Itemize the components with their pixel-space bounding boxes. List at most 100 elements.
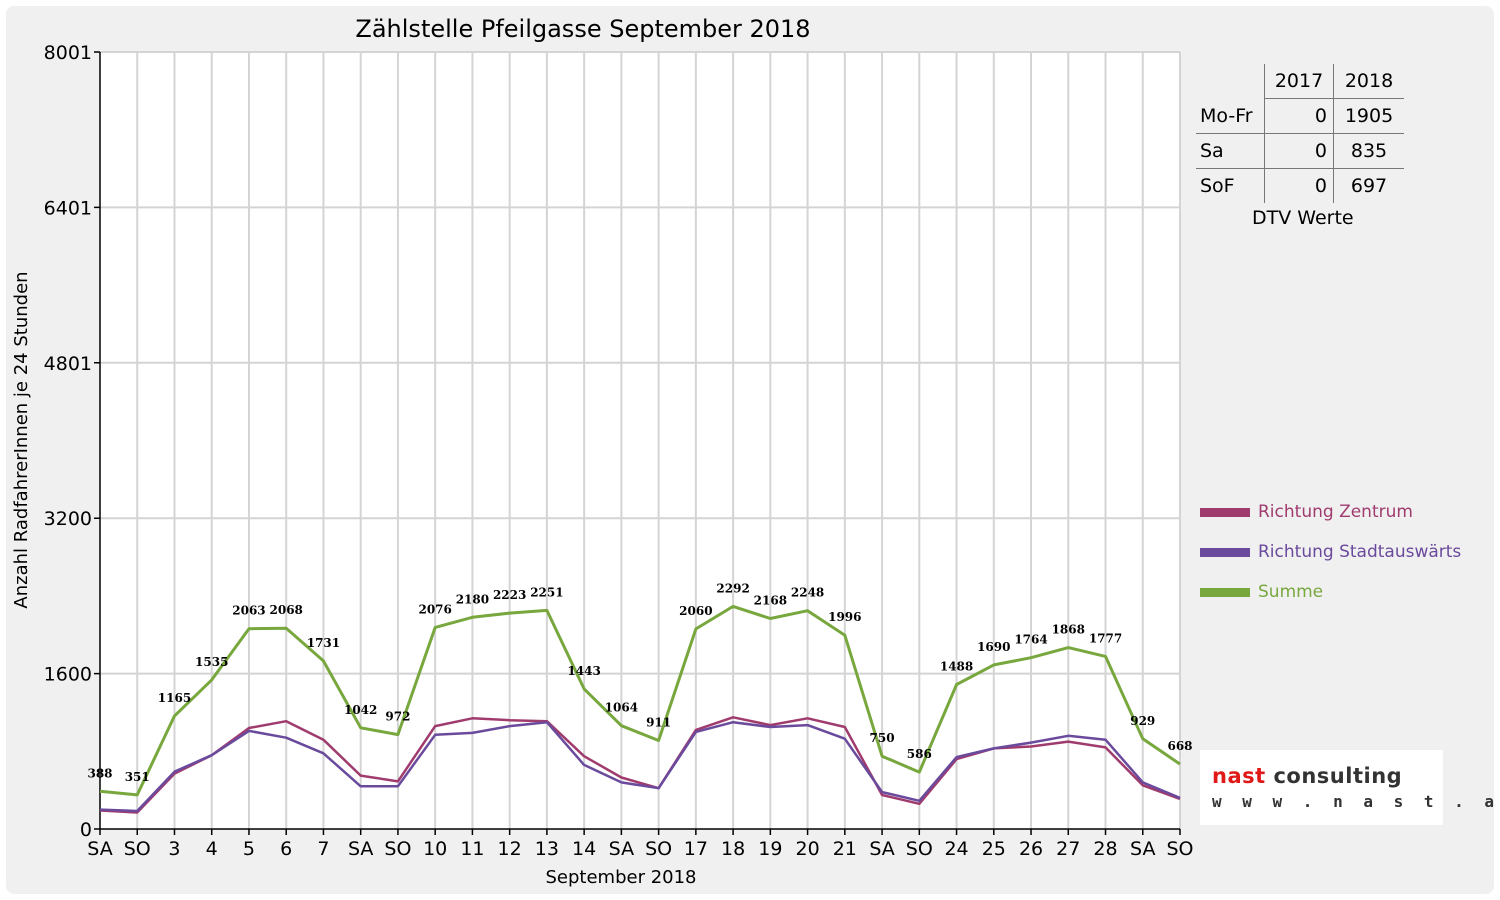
legend-label: Richtung Stadtauswärts bbox=[1258, 542, 1462, 562]
legend-swatch bbox=[1200, 547, 1250, 557]
y-tick-label: 1600 bbox=[44, 664, 92, 686]
data-label: 1042 bbox=[344, 703, 377, 717]
x-tick-label: 5 bbox=[243, 838, 255, 860]
data-label: 2251 bbox=[530, 585, 563, 599]
series-lines bbox=[99, 604, 1181, 814]
data-label: 1535 bbox=[195, 655, 228, 669]
data-label: 2068 bbox=[270, 603, 303, 617]
logo-word-nast: nast bbox=[1212, 764, 1266, 788]
x-tick-label: 4 bbox=[206, 838, 218, 860]
dtv-row-mofr: Mo-Fr 0 1905 bbox=[1196, 98, 1404, 134]
dtv-header-row: 2017 2018 bbox=[1196, 64, 1404, 99]
data-label: 2292 bbox=[716, 581, 749, 595]
data-label: 2223 bbox=[493, 588, 526, 602]
legend-label: Summe bbox=[1258, 582, 1324, 602]
x-tick-label: 10 bbox=[423, 838, 447, 860]
legend-swatch bbox=[1200, 507, 1250, 517]
series-line-richtung-stadtausw-rts bbox=[99, 720, 1181, 813]
dtv-row-label: SoF bbox=[1200, 175, 1235, 197]
legend-swatch bbox=[1200, 587, 1250, 597]
data-label: 929 bbox=[1130, 714, 1155, 728]
data-label: 1064 bbox=[605, 701, 638, 715]
x-tick-label: SO bbox=[645, 838, 672, 860]
data-label: 388 bbox=[87, 766, 112, 780]
data-label: 2076 bbox=[418, 602, 451, 616]
x-tick-label: 17 bbox=[684, 838, 708, 860]
logo-url: w w w . n a s t . a t bbox=[1212, 792, 1500, 811]
x-tick-label: 11 bbox=[460, 838, 484, 860]
data-label: 1868 bbox=[1052, 623, 1085, 637]
data-label: 1996 bbox=[828, 610, 861, 624]
x-tick-label: 21 bbox=[833, 838, 857, 860]
x-tick-label: 14 bbox=[572, 838, 596, 860]
data-label: 972 bbox=[385, 710, 410, 724]
x-tick-label: SO bbox=[124, 838, 151, 860]
data-label: 1731 bbox=[307, 636, 340, 650]
dtv-row-label: Mo-Fr bbox=[1196, 98, 1265, 134]
axes bbox=[94, 51, 1181, 835]
data-labels: 388 351 1165 1535 2063 2068 1731 1042 972 2076 218… bbox=[87, 581, 1192, 783]
x-tick-label: 26 bbox=[1019, 838, 1043, 860]
x-axis-label: September 2018 bbox=[545, 867, 696, 888]
data-label: 1488 bbox=[940, 659, 973, 673]
series-line-summe bbox=[99, 604, 1181, 797]
dtv-value-2018: 1905 bbox=[1333, 98, 1404, 134]
y-axis-label: Anzahl RadfahrerInnen je 24 Stunden bbox=[11, 271, 32, 608]
x-tick-label: 12 bbox=[498, 838, 522, 860]
dtv-header-2017: 2017 bbox=[1264, 64, 1334, 99]
x-tick-label: SA bbox=[869, 838, 894, 860]
dtv-row-sof: SoF 0 697 bbox=[1196, 168, 1404, 203]
data-label: 668 bbox=[1167, 739, 1192, 753]
x-tick-label: SO bbox=[906, 838, 933, 860]
data-label: 2060 bbox=[679, 604, 712, 618]
data-label: 1764 bbox=[1014, 633, 1047, 647]
data-label: 586 bbox=[907, 747, 932, 761]
data-label: 1165 bbox=[158, 691, 191, 705]
x-tick-label: 19 bbox=[758, 838, 782, 860]
data-label: 2248 bbox=[791, 586, 824, 600]
y-tick-label: 4801 bbox=[44, 353, 92, 375]
dtv-caption: DTV Werte bbox=[1252, 207, 1354, 229]
x-tick-label: 13 bbox=[535, 838, 559, 860]
plot-area bbox=[100, 52, 1180, 829]
x-tick-label: 20 bbox=[795, 838, 819, 860]
data-label: 1443 bbox=[567, 664, 600, 678]
x-tick-label: 25 bbox=[982, 838, 1006, 860]
x-tick-label: 24 bbox=[944, 838, 968, 860]
dtv-value-2018: 835 bbox=[1333, 133, 1404, 169]
x-tick-label: 18 bbox=[721, 838, 745, 860]
data-label: 911 bbox=[646, 716, 671, 730]
y-tick-labels: 0 1600 3200 4801 6401 8001 bbox=[44, 42, 92, 841]
data-label: 2180 bbox=[456, 592, 489, 606]
legend-label: Richtung Zentrum bbox=[1258, 502, 1413, 522]
x-tick-label: 3 bbox=[168, 838, 180, 860]
data-label: 750 bbox=[870, 731, 895, 745]
logo-wordmark: nast consulting bbox=[1212, 764, 1402, 788]
dtv-row-sa: Sa 0 835 bbox=[1196, 133, 1404, 169]
data-label: 2063 bbox=[232, 604, 265, 618]
data-label: 351 bbox=[125, 770, 150, 784]
dtv-table: 2017 2018 Mo-Fr 0 1905 Sa 0 835 SoF 0 69… bbox=[1196, 64, 1416, 203]
x-tick-label: SA bbox=[348, 838, 373, 860]
x-tick-label: 7 bbox=[317, 838, 329, 860]
data-label: 2168 bbox=[754, 593, 787, 607]
y-tick-label: 6401 bbox=[44, 197, 92, 219]
x-tick-label: 27 bbox=[1056, 838, 1080, 860]
legend-item-stadtauswaerts: Richtung Stadtauswärts bbox=[1200, 532, 1461, 572]
legend-item-summe: Summe bbox=[1200, 572, 1461, 612]
x-tick-label: 6 bbox=[280, 838, 292, 860]
dtv-header-blank bbox=[1196, 64, 1265, 99]
y-tick-label: 8001 bbox=[44, 42, 92, 64]
legend-item-zentrum: Richtung Zentrum bbox=[1200, 492, 1461, 532]
x-tick-label: SA bbox=[609, 838, 634, 860]
logo-word-consulting: consulting bbox=[1273, 764, 1403, 788]
y-tick-label: 3200 bbox=[44, 508, 92, 530]
y-tick-label: 0 bbox=[80, 819, 92, 841]
dtv-value-2018: 697 bbox=[1333, 168, 1404, 203]
dtv-value-2017: 0 bbox=[1264, 133, 1334, 169]
data-label: 1690 bbox=[977, 640, 1010, 654]
x-tick-label: SO bbox=[1166, 838, 1193, 860]
x-tick-label: SO bbox=[384, 838, 411, 860]
dtv-value-2017: 0 bbox=[1264, 98, 1334, 134]
